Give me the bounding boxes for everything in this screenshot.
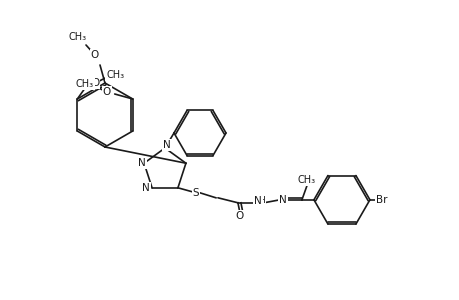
Text: CH₃: CH₃ (69, 32, 87, 42)
Text: O: O (91, 50, 99, 60)
Text: CH₃: CH₃ (106, 70, 124, 80)
Text: S: S (192, 188, 199, 198)
Text: N: N (142, 183, 150, 193)
Text: N: N (253, 196, 261, 206)
Text: N: N (138, 158, 146, 168)
Text: CH₃: CH₃ (75, 79, 94, 89)
Text: H: H (258, 196, 265, 205)
Text: N: N (163, 140, 170, 150)
Text: O: O (102, 87, 111, 97)
Text: CH₃: CH₃ (297, 175, 315, 185)
Text: Br: Br (375, 195, 387, 205)
Text: O: O (235, 211, 244, 221)
Text: N: N (279, 195, 286, 205)
Text: O: O (91, 78, 99, 88)
